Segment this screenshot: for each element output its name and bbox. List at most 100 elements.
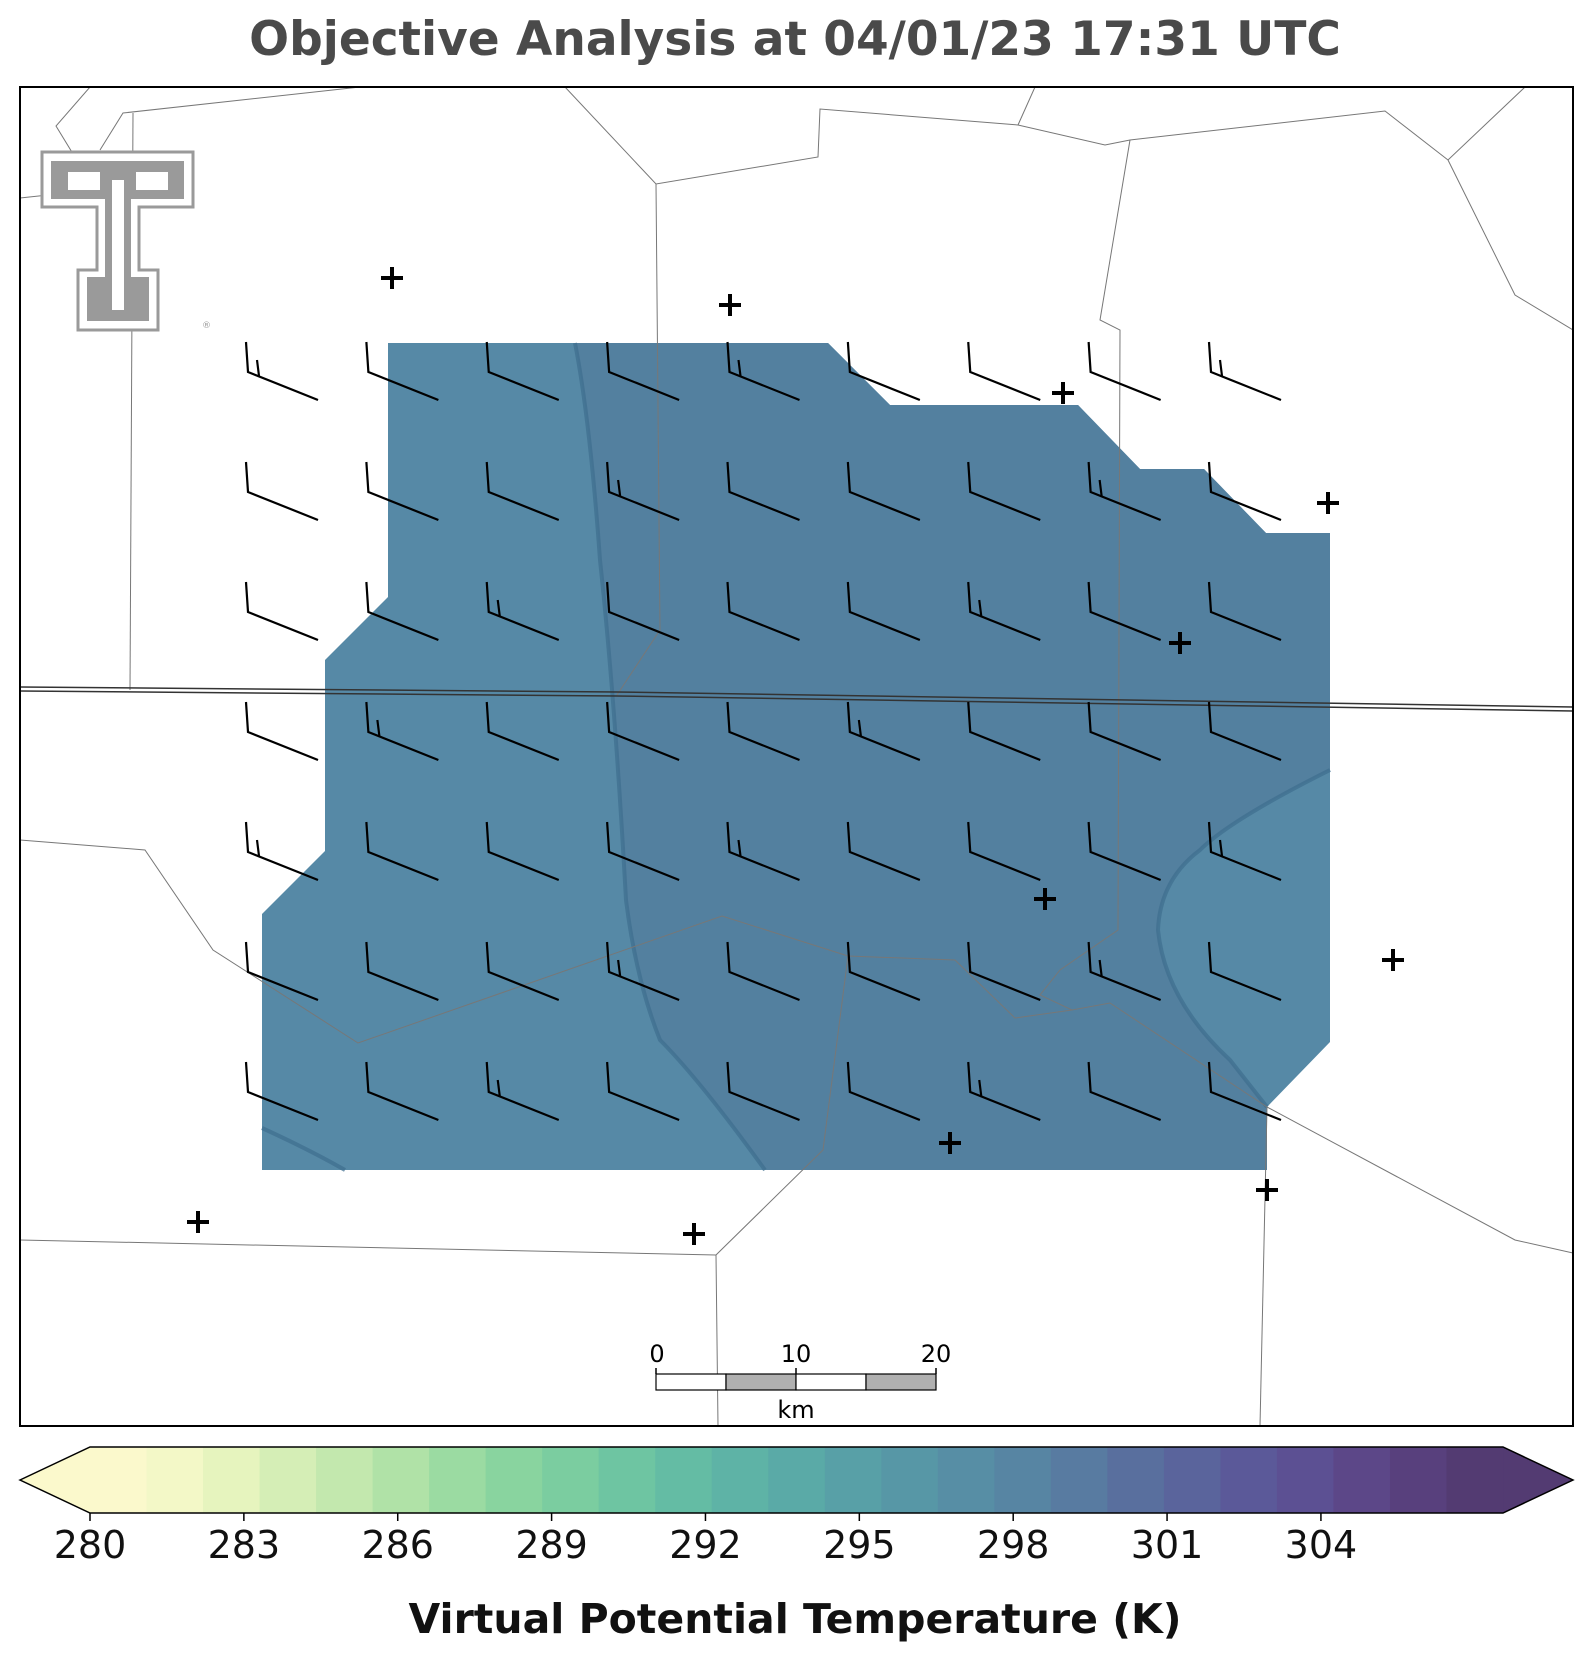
wind-barb xyxy=(606,1061,680,1122)
wind-barb xyxy=(967,701,1041,762)
wind-barb xyxy=(244,461,319,522)
wind-barb xyxy=(365,341,439,402)
map-title: Objective Analysis at 04/01/23 17:31 UTC xyxy=(249,12,1341,67)
map-frame xyxy=(19,86,1574,1427)
colorbar-segment xyxy=(1220,1447,1278,1513)
station-marker xyxy=(381,267,403,289)
wind-barb xyxy=(726,341,800,402)
wind-barb xyxy=(846,461,921,522)
station-marker xyxy=(1052,382,1074,404)
colorbar-tick-label: 289 xyxy=(515,1523,588,1567)
wind-barb xyxy=(1207,461,1282,522)
wind-barb xyxy=(726,461,800,522)
wind-barb xyxy=(485,461,560,522)
wind-barb xyxy=(244,821,319,882)
wind-barb xyxy=(726,821,800,882)
station-marker xyxy=(1169,632,1191,654)
station-marker xyxy=(1382,949,1404,971)
wind-barb xyxy=(1207,701,1282,762)
wind-barb xyxy=(967,941,1041,1002)
wind-barb xyxy=(1087,581,1162,642)
wind-barb xyxy=(244,701,319,762)
wind-barb xyxy=(726,701,800,762)
scale-unit: km xyxy=(777,1396,814,1424)
wind-barb xyxy=(485,701,560,762)
colorbar-segment xyxy=(824,1447,882,1513)
wind-barb xyxy=(244,941,319,1002)
wind-barb xyxy=(1207,1061,1282,1122)
colorbar-segment xyxy=(485,1447,543,1513)
wind-barb xyxy=(606,461,680,522)
colorbar-extend-high xyxy=(1503,1447,1573,1513)
colorbar-tick-label: 301 xyxy=(1131,1523,1204,1567)
wind-barb xyxy=(967,1061,1041,1122)
scale-bar: 0 10 20 km xyxy=(649,1340,951,1424)
colorbar-segment xyxy=(372,1447,430,1513)
colorbar-segment xyxy=(1163,1447,1221,1513)
wind-barb xyxy=(365,461,439,522)
colorbar-segment xyxy=(881,1447,939,1513)
colorbar-tick-label: 280 xyxy=(54,1523,127,1567)
contour-line xyxy=(261,1126,346,1172)
wind-barb xyxy=(726,581,800,642)
colorbar-segment xyxy=(429,1447,487,1513)
colorbar-segment xyxy=(1107,1447,1165,1513)
colorbar-segment xyxy=(259,1447,317,1513)
colorbar-segment xyxy=(994,1447,1052,1513)
station-marker xyxy=(1317,492,1339,514)
station-markers xyxy=(187,267,1404,1245)
colorbar-segment xyxy=(937,1447,995,1513)
wind-barb xyxy=(846,1061,921,1122)
colorbar-segment xyxy=(711,1447,769,1513)
wind-barb xyxy=(1207,581,1282,642)
station-marker xyxy=(683,1223,705,1245)
station-marker xyxy=(1034,888,1056,910)
wind-barb xyxy=(365,821,439,882)
wind-barb xyxy=(1087,821,1162,882)
state-boundary xyxy=(20,686,1573,712)
wind-barb xyxy=(606,821,680,882)
colorbar-segment xyxy=(90,1447,148,1513)
colorbar-tick-label: 283 xyxy=(208,1523,281,1567)
colorbar-segment xyxy=(146,1447,204,1513)
wind-barb xyxy=(606,701,680,762)
wind-barb xyxy=(485,821,560,882)
wind-barb xyxy=(1207,941,1282,1002)
colorbar-segment xyxy=(1276,1447,1335,1513)
texas-tech-logo: ® xyxy=(40,150,211,332)
colorbar-extend-low xyxy=(20,1447,90,1513)
wind-barb xyxy=(606,581,680,642)
wind-barb xyxy=(846,581,921,642)
wind-barbs xyxy=(244,341,1282,1122)
scale-tick-20: 20 xyxy=(921,1340,952,1368)
wind-barb xyxy=(365,701,439,762)
scale-tick-10: 10 xyxy=(781,1340,812,1368)
wind-barb xyxy=(1207,821,1282,882)
station-marker xyxy=(1256,1179,1278,1201)
wind-barb xyxy=(1087,341,1162,402)
wind-barb xyxy=(1087,701,1162,762)
colorbar-tick-label: 298 xyxy=(977,1523,1050,1567)
wind-barb xyxy=(846,701,921,762)
wind-barb xyxy=(485,1061,560,1122)
station-marker xyxy=(187,1211,209,1233)
svg-text:®: ® xyxy=(202,321,211,331)
colorbar-segment xyxy=(542,1447,600,1513)
wind-barb xyxy=(485,341,560,402)
wind-barb xyxy=(365,1061,439,1122)
colorbar-tick-label: 304 xyxy=(1285,1523,1358,1567)
wind-barb xyxy=(244,581,319,642)
colorbar-label: Virtual Potential Temperature (K) xyxy=(408,1595,1182,1643)
wind-barb xyxy=(967,821,1041,882)
scale-tick-0: 0 xyxy=(649,1340,664,1368)
station-marker xyxy=(939,1132,961,1154)
wind-barb xyxy=(485,581,560,642)
wind-barb xyxy=(967,341,1041,402)
station-marker xyxy=(719,294,741,316)
colorbar-segment xyxy=(1446,1447,1504,1513)
wind-barb xyxy=(485,941,560,1002)
wind-barb xyxy=(1087,1061,1162,1122)
contour-line xyxy=(573,342,767,1172)
analysis-field-warm-region xyxy=(575,343,1330,1170)
